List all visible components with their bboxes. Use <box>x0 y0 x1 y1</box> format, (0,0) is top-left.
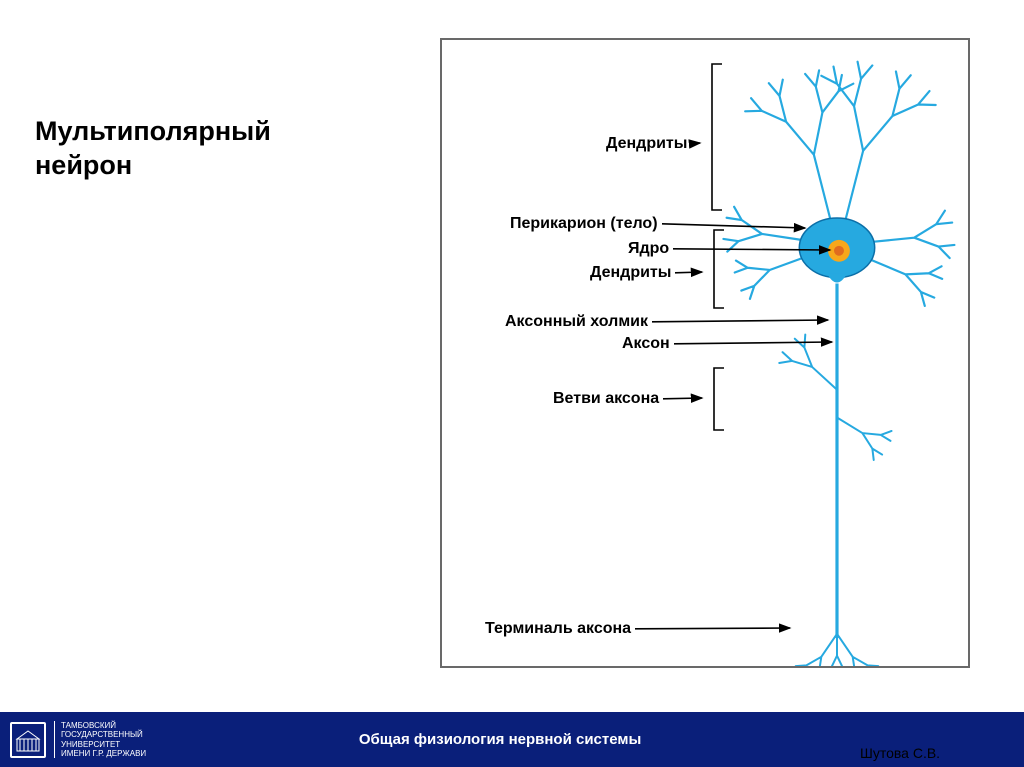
university-name: ТАМБОВСКИЙ ГОСУДАРСТВЕННЫЙ УНИВЕРСИТЕТ И… <box>54 721 146 758</box>
uni-line3: УНИВЕРСИТЕТ <box>61 740 146 749</box>
label-dendrites-side: Дендриты <box>590 264 671 282</box>
slide: Мультиполярный нейрон ДендритыПерикарион… <box>0 0 1024 767</box>
uni-line4: ИМЕНИ Г.Р. ДЕРЖАВИ <box>61 749 146 758</box>
label-dendrites-top: Дендриты <box>606 135 687 153</box>
university-logo-icon <box>10 722 46 758</box>
label-arrows-svg <box>0 0 1024 767</box>
label-nucleus: Ядро <box>628 240 669 258</box>
author-name: Шутова С.В. <box>860 745 940 761</box>
uni-line2: ГОСУДАРСТВЕННЫЙ <box>61 730 146 739</box>
footer-logo-block: ТАМБОВСКИЙ ГОСУДАРСТВЕННЫЙ УНИВЕРСИТЕТ И… <box>0 712 156 767</box>
footer-title: Общая физиология нервной системы <box>156 712 844 767</box>
label-axon-hillock: Аксонный холмик <box>505 313 648 331</box>
label-axon: Аксон <box>622 335 670 353</box>
label-perikaryon: Перикарион (тело) <box>510 215 658 233</box>
uni-line1: ТАМБОВСКИЙ <box>61 721 146 730</box>
label-axon-terminal: Терминаль аксона <box>485 620 631 638</box>
label-axon-branches: Ветви аксона <box>553 390 659 408</box>
